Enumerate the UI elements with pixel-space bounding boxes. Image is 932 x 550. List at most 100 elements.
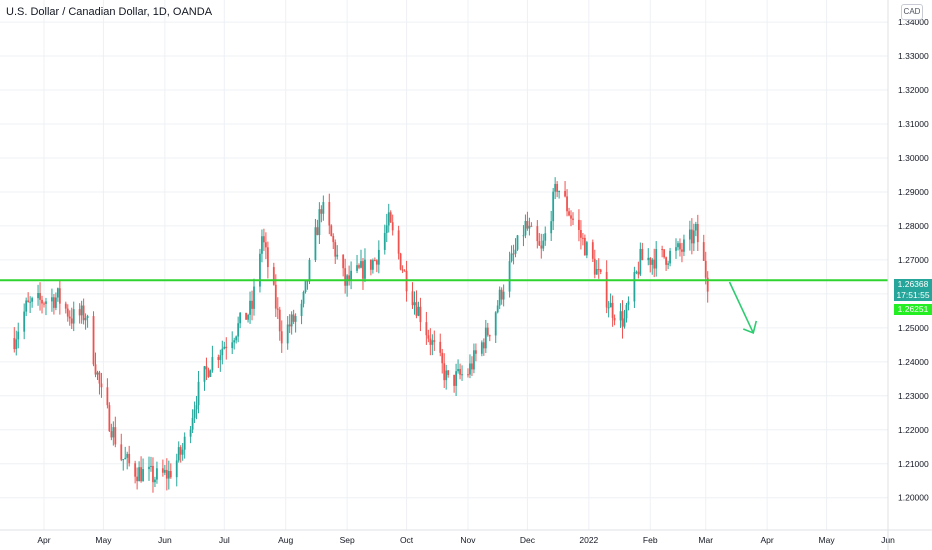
candle-body	[377, 249, 380, 265]
annotation-layer[interactable]	[728, 281, 758, 335]
candle-body	[161, 468, 164, 473]
candle-body	[611, 302, 614, 318]
candle-body	[342, 254, 345, 269]
candle-body	[318, 209, 321, 236]
candle-body	[140, 467, 142, 482]
candle-body	[138, 467, 140, 482]
candle-body	[568, 211, 570, 216]
candle-body	[261, 236, 263, 254]
candle-body	[23, 311, 26, 332]
candle-body	[431, 340, 434, 345]
candle-body	[566, 196, 568, 212]
candle-body	[120, 444, 123, 460]
candle-body	[233, 340, 236, 343]
candle-body	[39, 293, 41, 300]
candle-body	[92, 316, 95, 365]
candle-body	[108, 405, 111, 432]
candle-body	[203, 366, 206, 382]
candle-body	[665, 257, 668, 265]
candle-body	[469, 363, 471, 375]
candle-body	[148, 466, 150, 470]
currency-button[interactable]: CAD	[901, 4, 923, 20]
x-tick-label: Jul	[219, 535, 230, 545]
candle-body	[453, 374, 456, 386]
candle-body	[290, 314, 293, 327]
candle-body	[294, 316, 297, 322]
candle-body	[558, 191, 561, 193]
candle-body	[328, 202, 331, 226]
candle-body	[27, 300, 30, 303]
candle-body	[496, 305, 499, 313]
candle-body	[217, 357, 220, 361]
candle-body	[677, 243, 679, 248]
candle-body	[344, 268, 347, 286]
candle-body	[68, 316, 71, 319]
candle-body	[322, 202, 325, 214]
candle-body	[304, 280, 307, 292]
candle-body	[231, 342, 234, 349]
candle-body	[690, 229, 693, 244]
candle-body	[207, 369, 210, 377]
arrow-shaft	[728, 281, 755, 334]
candle-body	[314, 227, 317, 260]
candle-body	[383, 232, 386, 250]
candle-body	[653, 259, 656, 269]
candle-body	[316, 227, 319, 236]
candle-body	[78, 309, 81, 316]
candle-body	[193, 409, 196, 418]
candle-body	[581, 237, 584, 239]
candle-body	[31, 298, 34, 302]
candle-body	[219, 355, 222, 361]
candle-body	[516, 235, 519, 250]
candle-body	[82, 305, 85, 321]
candle-body	[403, 270, 406, 272]
candle-body	[189, 429, 192, 437]
level-price-tag: 1.26251	[894, 304, 932, 315]
candle-body	[635, 271, 638, 273]
candle-body	[443, 363, 446, 381]
x-tick-label: May	[819, 535, 836, 545]
candle-body	[17, 331, 20, 340]
candle-body	[445, 370, 448, 381]
candle-body	[425, 322, 428, 336]
candle-body	[237, 323, 240, 337]
candle-body	[96, 372, 99, 375]
candle-body	[70, 318, 73, 324]
candle-body	[266, 247, 269, 268]
candle-body	[550, 221, 553, 234]
candle-body	[278, 309, 281, 332]
candle-body	[570, 215, 572, 219]
candle-body	[556, 183, 559, 192]
candle-body	[613, 317, 616, 321]
candle-body	[572, 218, 574, 220]
candle-body	[433, 340, 436, 342]
candle-body	[544, 233, 547, 241]
candle-body	[169, 471, 172, 478]
x-tick-label: Sep	[340, 535, 355, 545]
candle-body	[429, 338, 432, 345]
candle-body	[110, 431, 113, 438]
candle-body	[223, 346, 226, 349]
candle-body	[637, 271, 640, 275]
x-tick-label: Dec	[520, 535, 536, 545]
candle-body	[274, 284, 277, 309]
candle-body	[605, 271, 608, 308]
candle-body	[387, 212, 390, 226]
y-tick-label: 1.33000	[898, 51, 929, 61]
y-tick-label: 1.20000	[898, 493, 929, 503]
candle-body	[165, 469, 168, 479]
candle-body	[688, 229, 691, 240]
candle-body	[467, 374, 469, 376]
candle-body	[391, 222, 394, 231]
candle-body	[29, 301, 32, 303]
candle-body	[641, 248, 644, 261]
candle-body	[37, 293, 39, 299]
candle-body	[580, 230, 582, 238]
candle-body	[411, 291, 414, 306]
candle-body	[373, 260, 376, 262]
candle-body	[13, 338, 16, 350]
candle-body	[371, 260, 374, 270]
candle-body	[142, 469, 144, 482]
candle-body	[112, 427, 115, 438]
